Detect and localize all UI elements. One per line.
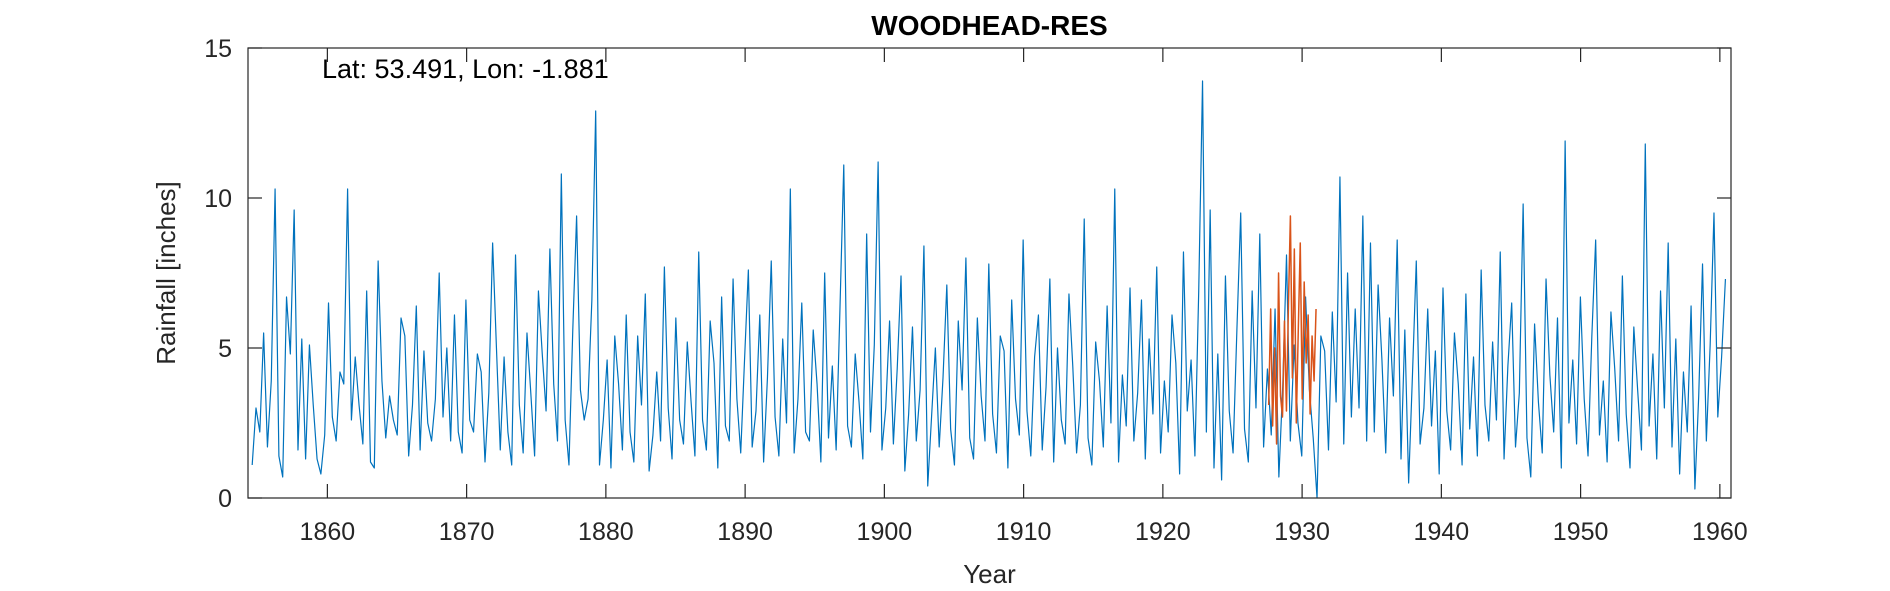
highlight-series-line	[1267, 215, 1317, 445]
y-tick-label: 0	[218, 485, 232, 513]
y-tick-label: 15	[204, 35, 232, 63]
x-tick-label: 1960	[1692, 518, 1748, 546]
x-tick-label: 1910	[996, 518, 1052, 546]
y-tick-label: 5	[218, 335, 232, 363]
x-tick-label: 1890	[717, 518, 773, 546]
series-layer	[251, 80, 1727, 499]
x-tick-label: 1860	[300, 518, 356, 546]
ticks-layer: 1860 1870 1880 1890 1900 1910 1920 1930 1940 1950…	[204, 35, 1747, 546]
x-tick-label: 1880	[578, 518, 634, 546]
y-tick-label: 10	[204, 185, 232, 213]
rainfall-series-line	[251, 80, 1727, 499]
plot-box	[247, 47, 1732, 499]
x-tick-label: 1940	[1414, 518, 1470, 546]
x-axis-label: Year	[963, 559, 1016, 589]
x-tick-label: 1920	[1135, 518, 1191, 546]
chart-title: WOODHEAD-RES	[871, 10, 1107, 41]
x-tick-label: 1900	[857, 518, 913, 546]
location-annotation: Lat: 53.491, Lon: -1.881	[322, 54, 609, 84]
x-tick-label: 1950	[1553, 518, 1609, 546]
x-tick-label: 1930	[1274, 518, 1330, 546]
y-axis-label: Rainfall [inches]	[151, 181, 181, 365]
x-tick-label: 1870	[439, 518, 495, 546]
